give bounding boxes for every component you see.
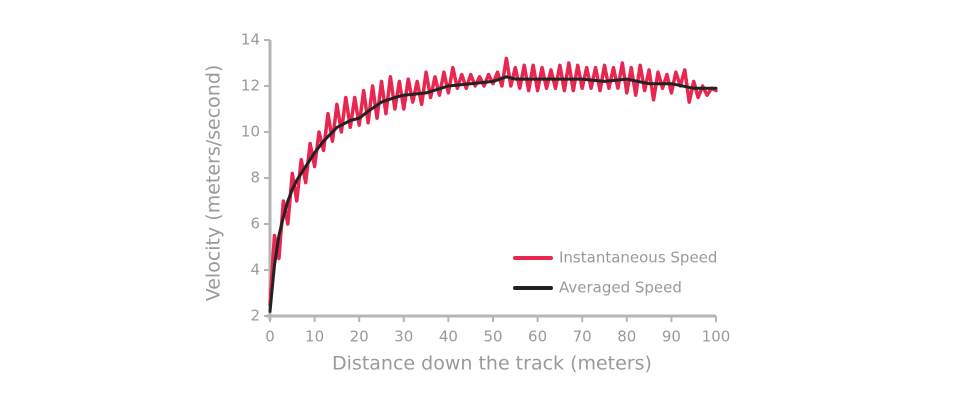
x-tick-label: 0 [265, 328, 275, 346]
x-tick-label: 70 [573, 328, 592, 346]
series-line [268, 56, 718, 307]
y-tick-label: 2 [250, 307, 260, 325]
series-line [268, 75, 718, 313]
x-tick-label: 80 [617, 328, 636, 346]
x-tick-label: 20 [350, 328, 369, 346]
y-tick-label: 4 [250, 261, 260, 279]
y-tick-label: 14 [241, 31, 260, 49]
legend-label: Averaged Speed [559, 279, 682, 297]
x-tick-label: 50 [483, 328, 502, 346]
x-tick-label: 60 [528, 328, 547, 346]
x-axis-label: Distance down the track (meters) [332, 353, 652, 375]
y-tick-label: 12 [241, 77, 260, 95]
y-tick-label: 8 [250, 169, 260, 187]
x-tick-label: 100 [702, 328, 731, 346]
y-axis-label: Velocity (meters/second) [203, 65, 225, 302]
y-tick-label: 6 [250, 215, 260, 233]
legend-label: Instantaneous Speed [559, 249, 717, 267]
x-tick-label: 10 [305, 328, 324, 346]
x-tick-label: 40 [439, 328, 458, 346]
y-tick-label: 10 [241, 123, 260, 141]
x-tick-label: 30 [394, 328, 413, 346]
x-tick-label: 90 [662, 328, 681, 346]
